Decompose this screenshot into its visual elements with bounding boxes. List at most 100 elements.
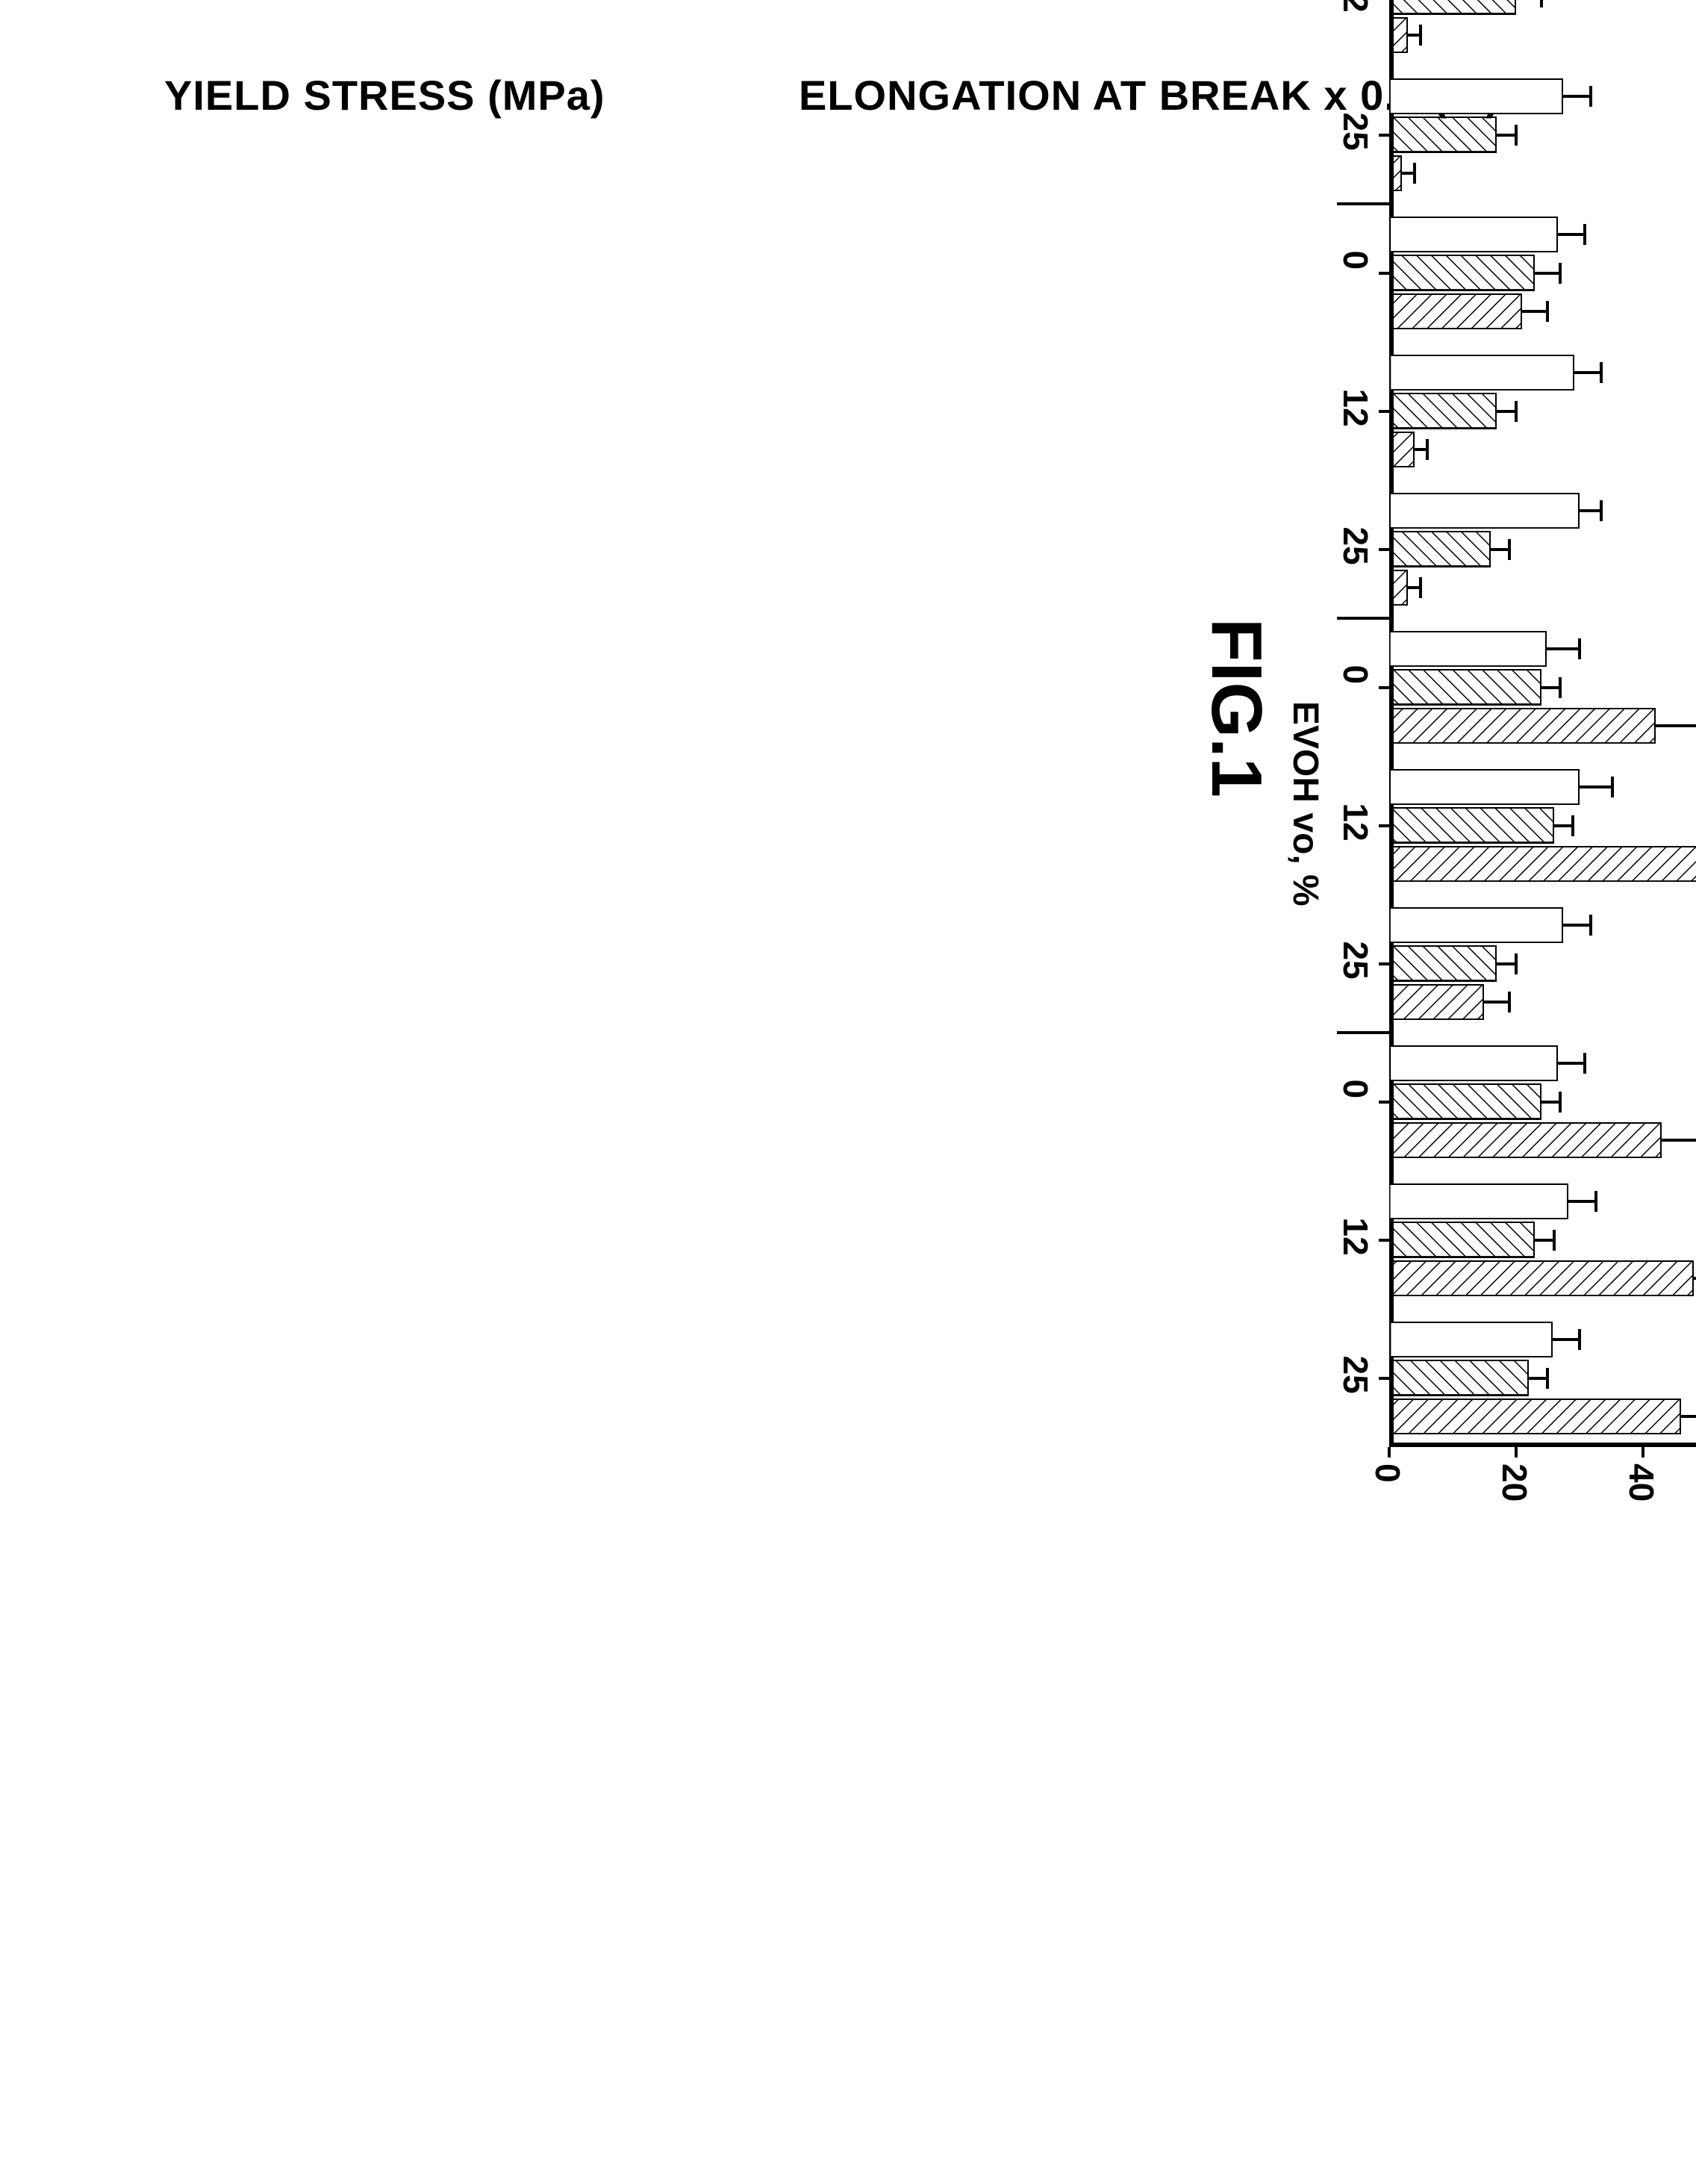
error-bar-cap [1413, 163, 1416, 184]
x-tick [1379, 962, 1389, 965]
error-bar [1536, 271, 1561, 274]
error-bar-cap [1611, 776, 1614, 797]
error-bar [1541, 1100, 1561, 1103]
x-tick [1379, 1376, 1389, 1379]
error-bar [1497, 962, 1517, 965]
x-tick-label: 12 [1335, 803, 1376, 841]
chart-bar [1389, 293, 1523, 329]
error-bar [1485, 1001, 1510, 1004]
chart-bar [1389, 1321, 1553, 1357]
group-separator-tick [1368, 1031, 1389, 1034]
error-bar-cap [1553, 1229, 1556, 1250]
header-label-yield-stress: YIELD STRESS (MPa) [164, 71, 605, 119]
chart-bar [1389, 570, 1409, 606]
chart-bar [1389, 393, 1497, 429]
x-tick-label: 12 [1335, 1217, 1376, 1255]
error-bar-cap [1547, 301, 1550, 322]
chart-bar [1389, 630, 1547, 666]
y2-tick [1642, 1447, 1644, 1457]
error-bar [1553, 1337, 1580, 1340]
y2-tick [1388, 1447, 1391, 1457]
chart-bar [1389, 846, 1696, 882]
chart-bar [1389, 17, 1409, 53]
error-bar [1536, 1238, 1555, 1241]
chart-bar [1389, 984, 1485, 1020]
figure-label: FIG.1 [1195, 618, 1277, 797]
error-bar-cap [1515, 124, 1518, 145]
error-bar-cap [1559, 262, 1562, 283]
chart-bar [1389, 492, 1580, 528]
x-tick-label: 25 [1335, 1355, 1376, 1393]
error-bar-cap [1589, 85, 1592, 106]
group-separator-tick [1368, 617, 1389, 620]
error-bar-cap [1578, 638, 1581, 659]
chart-bar [1389, 807, 1554, 843]
chart-bar [1389, 708, 1656, 744]
error-bar-cap [1540, 0, 1543, 7]
chart-bar [1389, 1360, 1529, 1396]
x-tick [1379, 1100, 1389, 1103]
error-bar-cap [1515, 953, 1518, 974]
chart-bar [1389, 1399, 1681, 1434]
chart-bar [1389, 945, 1497, 981]
error-bar [1554, 824, 1574, 827]
chart-bar [1389, 255, 1536, 290]
error-bar [1563, 94, 1590, 97]
error-bar [1541, 685, 1561, 688]
x-tick [1379, 1238, 1389, 1241]
chart-bar [1389, 906, 1563, 942]
x-tick [1379, 685, 1389, 688]
y2-tick [1515, 1447, 1518, 1457]
error-bar-cap [1589, 914, 1592, 935]
error-bar-cap [1600, 361, 1603, 382]
error-bar-cap [1420, 25, 1423, 46]
chart-bar [1389, 1083, 1541, 1119]
error-bar [1580, 508, 1601, 511]
error-bar-cap [1559, 1091, 1562, 1112]
chart-bar [1389, 432, 1415, 467]
chart-bar [1389, 1222, 1536, 1257]
chart-bar [1389, 669, 1541, 705]
x-tick [1379, 133, 1389, 136]
error-bar-cap [1583, 223, 1586, 244]
error-bar-cap [1578, 1328, 1581, 1349]
error-bar [1662, 1139, 1696, 1142]
error-bar [1547, 647, 1580, 650]
chart-bar [1389, 1045, 1558, 1080]
error-bar [1563, 923, 1590, 926]
error-bar [1529, 1376, 1548, 1379]
error-bar [1497, 133, 1517, 136]
error-bar-cap [1515, 400, 1518, 421]
chart-rotated-wrapper: MODULUS (GPa) EVOH vo, % FIG.1 MODULUSYI… [1195, 0, 1696, 1544]
error-bar [1558, 1061, 1585, 1064]
error-bar [1491, 547, 1510, 550]
error-bar [1574, 370, 1601, 373]
x-tick-label: 12 [1335, 388, 1376, 426]
y2-tick-label: 0 [1368, 1463, 1408, 1483]
x-tick-label: 0 [1335, 665, 1376, 684]
x-tick-label: 0 [1335, 1079, 1376, 1098]
chart-bar [1389, 1183, 1568, 1219]
error-bar-cap [1594, 1190, 1597, 1211]
x-axis-label-evoh: EVOH vo, % [1285, 701, 1326, 906]
error-bar-cap [1509, 992, 1512, 1012]
error-bar [1497, 409, 1517, 412]
chart-bar [1389, 155, 1402, 191]
chart-bar [1389, 768, 1580, 804]
x-tick-label: 12 [1335, 0, 1376, 12]
error-bar [1558, 232, 1585, 235]
error-bar-cap [1509, 538, 1512, 559]
chart-bar [1389, 1122, 1662, 1158]
x-tick [1379, 271, 1389, 274]
x-tick [1379, 824, 1389, 827]
error-bar [1656, 724, 1696, 727]
x-tick-label: 0 [1335, 250, 1376, 270]
error-bar-cap [1547, 1367, 1550, 1388]
x-tick-label: 25 [1335, 526, 1376, 564]
chart-bar [1389, 116, 1497, 152]
y2-tick-label: 20 [1494, 1463, 1535, 1502]
chart-bar [1389, 354, 1574, 390]
error-bar-cap [1420, 577, 1423, 598]
error-bar-cap [1600, 500, 1603, 520]
error-bar-cap [1583, 1052, 1586, 1073]
